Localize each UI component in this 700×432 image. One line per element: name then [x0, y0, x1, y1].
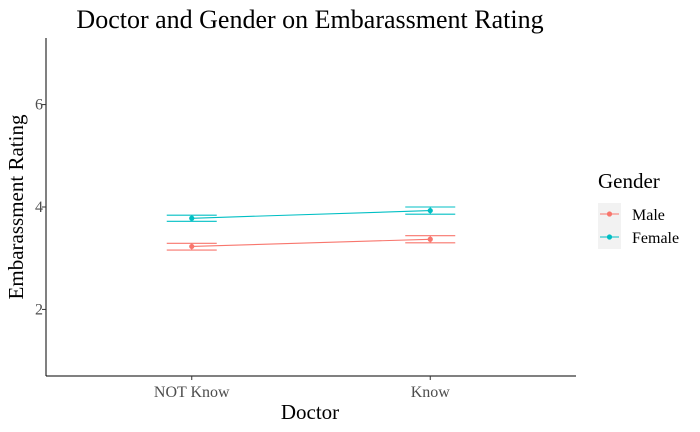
legend-items: Male Female	[598, 203, 679, 249]
y-axis-title: Embarassment Rating	[4, 114, 28, 299]
legend-label: Male	[632, 207, 665, 224]
series-line	[191, 238, 431, 247]
y-tick-label: 2	[35, 301, 43, 318]
legend-label: Female	[632, 230, 679, 247]
series-female	[166, 206, 456, 222]
series-line	[191, 210, 431, 219]
data-point	[189, 243, 195, 250]
y-tick-label: 6	[35, 97, 43, 114]
y-tick-label: 4	[35, 199, 43, 216]
legend-key-point	[606, 211, 613, 217]
legend-title: Gender	[598, 169, 660, 193]
data-point	[189, 215, 195, 221]
y-ticks: 2 4 6	[35, 97, 46, 318]
series-layer	[166, 206, 456, 251]
data-point	[427, 207, 433, 214]
x-tick-label: NOT Know	[154, 384, 230, 401]
axes	[45, 38, 576, 377]
series-male	[166, 235, 456, 251]
data-point	[427, 236, 433, 242]
legend-key-point	[606, 234, 613, 240]
legend: Gender Male Female	[598, 169, 679, 249]
chart-title: Doctor and Gender on Embarassment Rating	[76, 5, 543, 34]
x-ticks: NOT Know Know	[154, 376, 450, 401]
x-axis-title: Doctor	[281, 400, 339, 424]
x-tick-label: Know	[411, 384, 451, 401]
